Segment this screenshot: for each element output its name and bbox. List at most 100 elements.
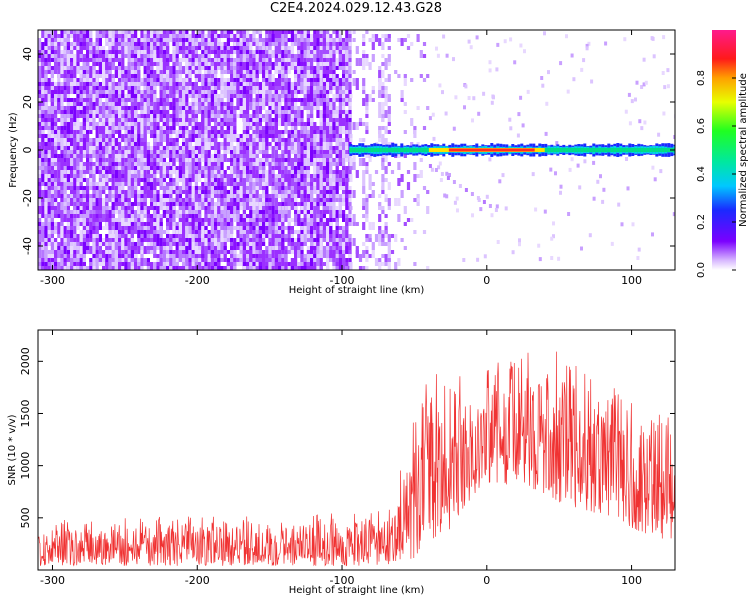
- heatmap-cell: [290, 98, 294, 102]
- heatmap-cell: [194, 142, 198, 146]
- heatmap-cell: [82, 106, 86, 118]
- heatmap-cell: [79, 78, 83, 82]
- heatmap-cell: [156, 166, 160, 170]
- heatmap-cell: [188, 226, 192, 234]
- heatmap-cell: [76, 118, 80, 130]
- heatmap-cell: [137, 122, 141, 134]
- heatmap-cell: [50, 210, 54, 214]
- heatmap-cell: [329, 258, 333, 262]
- heatmap-cell: [191, 134, 195, 142]
- heatmap-cell: [316, 30, 320, 42]
- heatmap-cell: [378, 138, 382, 142]
- heatmap-cell: [268, 38, 272, 42]
- heatmap-cell: [284, 122, 288, 134]
- heatmap-cell: [150, 94, 154, 102]
- heatmap-cell: [268, 114, 272, 126]
- heatmap-cell: [86, 246, 90, 250]
- heatmap-cell: [89, 82, 93, 86]
- heatmap-cell: [108, 106, 112, 110]
- heatmap-cell: [223, 62, 227, 66]
- heatmap-cell: [175, 138, 179, 142]
- heatmap-cell: [268, 122, 272, 126]
- heatmap-cell: [210, 142, 214, 146]
- heatmap-cell: [95, 30, 99, 42]
- heatmap-cell: [294, 266, 298, 270]
- heatmap-cell: [322, 238, 326, 242]
- heatmap-cell: [255, 86, 259, 90]
- heatmap-cell: [50, 122, 54, 126]
- heatmap-cell: [271, 50, 275, 58]
- heatmap-cell: [226, 210, 230, 222]
- heatmap-cell: [185, 258, 189, 262]
- heatmap-cell: [310, 34, 314, 42]
- heatmap-cell: [316, 38, 320, 50]
- heatmap-cell: [89, 90, 93, 94]
- heatmap-cell: [329, 42, 333, 46]
- heatmap-cell: [175, 122, 179, 126]
- heatmap-cell: [194, 226, 198, 230]
- heatmap-cell: [249, 238, 253, 242]
- heatmap-cell: [105, 170, 109, 174]
- heatmap-cell: [57, 214, 61, 218]
- heatmap-cell: [73, 182, 77, 186]
- heatmap-cell: [236, 254, 240, 258]
- heatmap-cell: [50, 226, 54, 230]
- heatmap-cell: [249, 146, 253, 150]
- heatmap-cell: [338, 214, 342, 218]
- heatmap-cell: [79, 218, 83, 222]
- heatmap-cell: [303, 50, 307, 58]
- heatmap-cell: [246, 238, 250, 242]
- heatmap-cell: [114, 170, 118, 174]
- heatmap-cell: [335, 150, 339, 154]
- heatmap-cell: [130, 86, 134, 98]
- heatmap-cell: [368, 174, 372, 182]
- heatmap-cell: [194, 138, 198, 142]
- heatmap-cell: [118, 138, 122, 142]
- heatmap-cell: [220, 50, 224, 54]
- heatmap-cell: [335, 158, 339, 162]
- heatmap-cell: [239, 50, 243, 54]
- heatmap-cell: [342, 158, 346, 170]
- heatmap-cell: [255, 122, 259, 130]
- heatmap-cell: [268, 178, 272, 186]
- heatmap-cell: [252, 214, 256, 218]
- heatmap-cell: [89, 246, 93, 254]
- heatmap-cell: [362, 66, 366, 70]
- heatmap-cell: [236, 50, 240, 58]
- heatmap-cell: [50, 106, 54, 110]
- heatmap-cell: [368, 158, 372, 162]
- heatmap-cell: [287, 190, 291, 194]
- heatmap-cell: [287, 150, 291, 158]
- heatmap-cell: [258, 106, 262, 118]
- heatmap-cell: [281, 154, 285, 158]
- heatmap-cell: [95, 238, 99, 246]
- heatmap-cell: [182, 66, 186, 70]
- heatmap-cell: [220, 106, 224, 110]
- heatmap-cell: [108, 102, 112, 106]
- heatmap-cell: [355, 78, 359, 82]
- heatmap-cell: [194, 106, 198, 110]
- heatmap-cell: [146, 126, 150, 130]
- heatmap-cell: [63, 254, 67, 258]
- heatmap-cell: [73, 214, 77, 218]
- heatmap-cell: [287, 38, 291, 42]
- heatmap-cell: [60, 210, 64, 222]
- heatmap-cell: [322, 98, 326, 102]
- heatmap-cell: [300, 90, 304, 94]
- heatmap-cell: [198, 94, 202, 98]
- heatmap-cell: [236, 42, 240, 46]
- heatmap-cell: [57, 266, 61, 270]
- heatmap-cell: [322, 82, 326, 86]
- heatmap-cell: [316, 254, 320, 258]
- heatmap-cell: [118, 142, 122, 146]
- heatmap-cell: [290, 82, 294, 90]
- heatmap-cell: [207, 250, 211, 254]
- heatmap-cell: [201, 174, 205, 178]
- heatmap-cell: [201, 166, 205, 170]
- heatmap-cell: [214, 78, 218, 86]
- heatmap-cell: [73, 114, 77, 122]
- heatmap-cell: [258, 126, 262, 130]
- heatmap-cell: [127, 70, 131, 78]
- heatmap-cell: [281, 158, 285, 162]
- heatmap-cell: [54, 170, 58, 174]
